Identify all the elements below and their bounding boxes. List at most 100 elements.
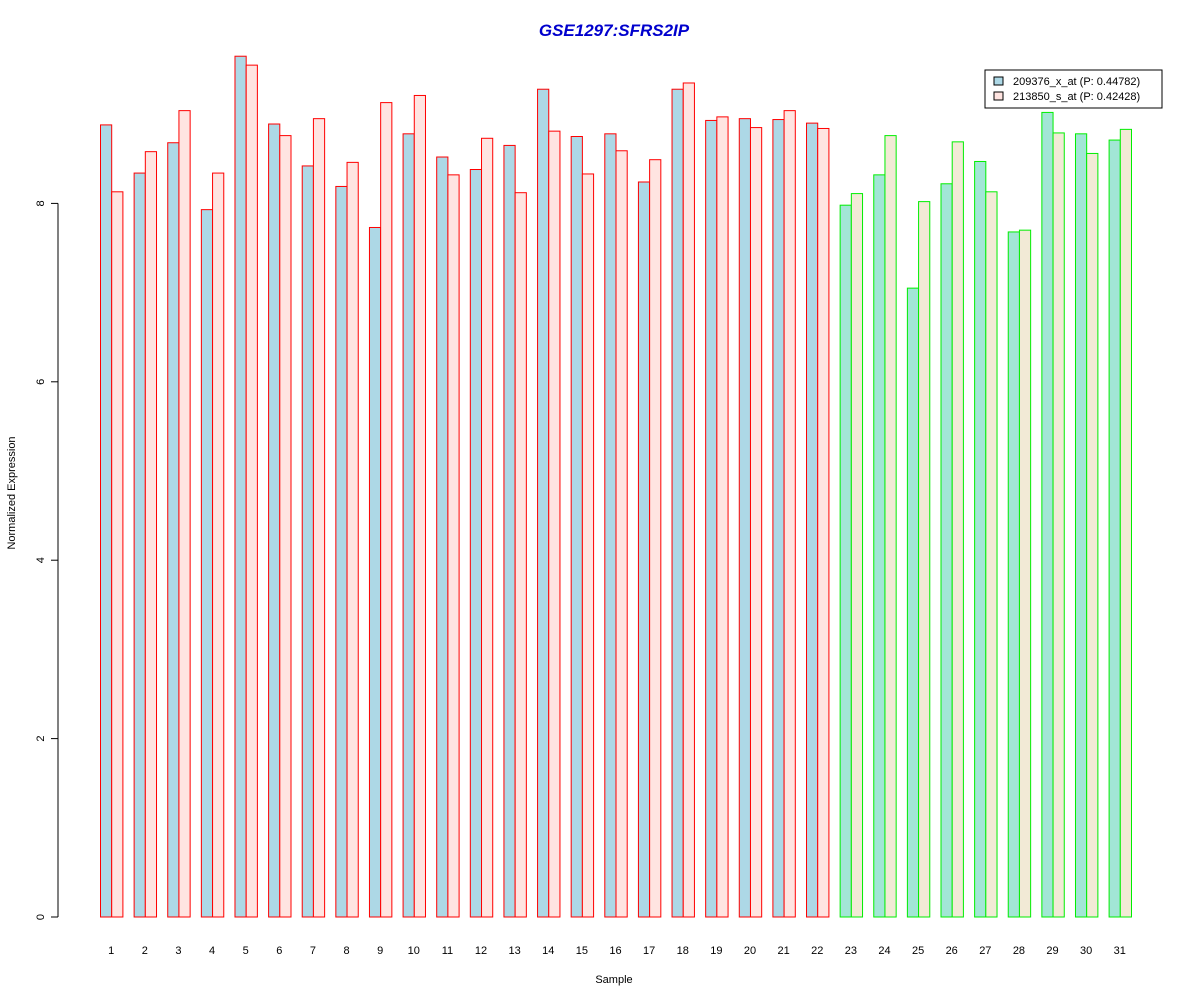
- bar-s1-sample-31: [1119, 128, 1133, 918]
- bar-s0-sample-4: [200, 209, 214, 918]
- bar-s0-sample-6: [268, 123, 281, 918]
- x-tick-label-28: 28: [1013, 945, 1025, 957]
- bars-layer: [100, 55, 1133, 918]
- x-tick-label-17: 17: [643, 945, 655, 957]
- x-tick-label-20: 20: [744, 945, 756, 957]
- y-tick-label-1: 2: [35, 736, 47, 742]
- bar-s0-sample-29: [1041, 111, 1054, 918]
- bar-s0-sample-19: [705, 119, 718, 918]
- legend-label-0: 209376_x_at (P: 0.44782): [1013, 76, 1140, 88]
- x-tick-label-10: 10: [408, 945, 420, 957]
- legend-swatch-0: [993, 76, 1004, 86]
- x-tick-label-19: 19: [710, 945, 722, 957]
- x-tick-label-4: 4: [209, 945, 215, 957]
- chart-title: GSE1297:SFRS2IP: [539, 21, 690, 40]
- bar-s1-sample-20: [749, 127, 763, 918]
- bar-s0-sample-20: [738, 118, 751, 918]
- bar-s1-sample-11: [447, 174, 460, 918]
- bar-s1-sample-6: [279, 135, 292, 918]
- bar-s0-sample-27: [974, 160, 987, 918]
- bar-s1-sample-29: [1052, 132, 1065, 918]
- bar-s1-sample-8: [346, 161, 359, 918]
- bar-s0-sample-9: [368, 226, 382, 918]
- bar-s0-sample-7: [301, 165, 314, 918]
- bar-s1-sample-5: [245, 64, 258, 918]
- bar-s0-sample-13: [503, 144, 516, 918]
- legend-swatch-1: [993, 91, 1004, 101]
- bar-s1-sample-13: [514, 192, 527, 918]
- x-tick-label-9: 9: [377, 945, 383, 957]
- bar-s0-sample-28: [1007, 231, 1020, 918]
- x-tick-label-12: 12: [475, 945, 487, 957]
- bar-s1-sample-1: [111, 191, 124, 918]
- bar-s0-sample-1: [100, 124, 113, 918]
- x-tick-label-14: 14: [542, 945, 554, 957]
- bar-s0-sample-24: [873, 174, 886, 918]
- bar-s1-sample-12: [481, 137, 494, 918]
- bar-s0-sample-3: [167, 142, 180, 918]
- x-tick-label-23: 23: [845, 945, 857, 957]
- x-tick-label-18: 18: [677, 945, 689, 957]
- y-tick-label-4: 8: [35, 200, 47, 206]
- x-tick-label-26: 26: [946, 945, 958, 957]
- y-tick-label-3: 6: [35, 379, 47, 385]
- bar-s0-sample-25: [906, 287, 920, 918]
- x-tick-label-1: 1: [108, 945, 114, 957]
- x-tick-label-15: 15: [576, 945, 588, 957]
- bar-s1-sample-10: [413, 94, 426, 918]
- x-tick-label-22: 22: [811, 945, 823, 957]
- bar-s1-sample-17: [649, 159, 662, 918]
- legend-label-1: 213850_s_at (P: 0.42428): [1013, 91, 1140, 103]
- y-axis-label: Normalized Expression: [6, 436, 18, 549]
- bar-s1-sample-24: [884, 135, 897, 918]
- bar-s0-sample-23: [839, 204, 852, 918]
- bar-s1-sample-2: [144, 151, 158, 918]
- bar-s0-sample-22: [806, 122, 819, 918]
- bar-s0-sample-11: [436, 156, 449, 918]
- bar-s1-sample-4: [212, 172, 225, 918]
- x-tick-label-8: 8: [343, 945, 349, 957]
- bar-s0-sample-16: [604, 133, 617, 918]
- bar-s0-sample-8: [335, 185, 348, 918]
- bar-s1-sample-28: [1018, 229, 1032, 918]
- y-tick-label-2: 4: [35, 557, 47, 563]
- y-tick-label-0: 0: [35, 914, 47, 920]
- bar-s0-sample-2: [133, 172, 146, 918]
- bar-s1-sample-9: [380, 102, 393, 918]
- x-tick-label-3: 3: [175, 945, 181, 957]
- bar-s1-sample-27: [985, 191, 998, 918]
- bar-s0-sample-15: [570, 136, 583, 918]
- bar-s1-sample-7: [312, 118, 326, 918]
- bar-s1-sample-23: [850, 193, 864, 918]
- bar-s0-sample-31: [1108, 139, 1121, 918]
- bar-s1-sample-18: [682, 82, 695, 918]
- x-tick-label-24: 24: [878, 945, 890, 957]
- bar-s0-sample-14: [537, 88, 550, 918]
- bar-s0-sample-17: [637, 181, 651, 918]
- x-tick-label-13: 13: [509, 945, 521, 957]
- bar-s0-sample-26: [940, 183, 953, 918]
- x-tick-label-6: 6: [276, 945, 282, 957]
- bar-s1-sample-15: [581, 173, 595, 918]
- x-axis-label: Sample: [595, 974, 632, 986]
- x-tick-label-16: 16: [609, 945, 621, 957]
- bar-s0-sample-18: [671, 88, 684, 918]
- bar-s0-sample-12: [469, 169, 483, 918]
- x-tick-label-21: 21: [777, 945, 789, 957]
- x-tick-label-5: 5: [243, 945, 249, 957]
- x-tick-label-11: 11: [442, 945, 453, 957]
- legend-box: [984, 69, 1163, 109]
- bar-s1-sample-22: [817, 127, 830, 918]
- bar-s1-sample-30: [1086, 152, 1099, 918]
- bar-s0-sample-21: [772, 119, 785, 918]
- x-tick-label-27: 27: [979, 945, 991, 957]
- x-tick-labels: 1 2 3 4 5 6 7 8 9 10 11 12 13 14 15 16 17 18 19 20 21 22 23 24 2…: [108, 945, 1126, 957]
- bar-s0-sample-30: [1074, 133, 1088, 918]
- x-tick-label-7: 7: [310, 945, 316, 957]
- x-tick-label-30: 30: [1080, 945, 1092, 957]
- bar-s1-sample-26: [951, 141, 964, 918]
- legend: 209376_x_at (P: 0.44782) 213850_s_at (P:…: [984, 69, 1163, 109]
- y-axis: 0 2 4 6 8: [35, 200, 59, 920]
- bar-s0-sample-10: [402, 133, 415, 918]
- bar-s1-sample-25: [918, 201, 931, 918]
